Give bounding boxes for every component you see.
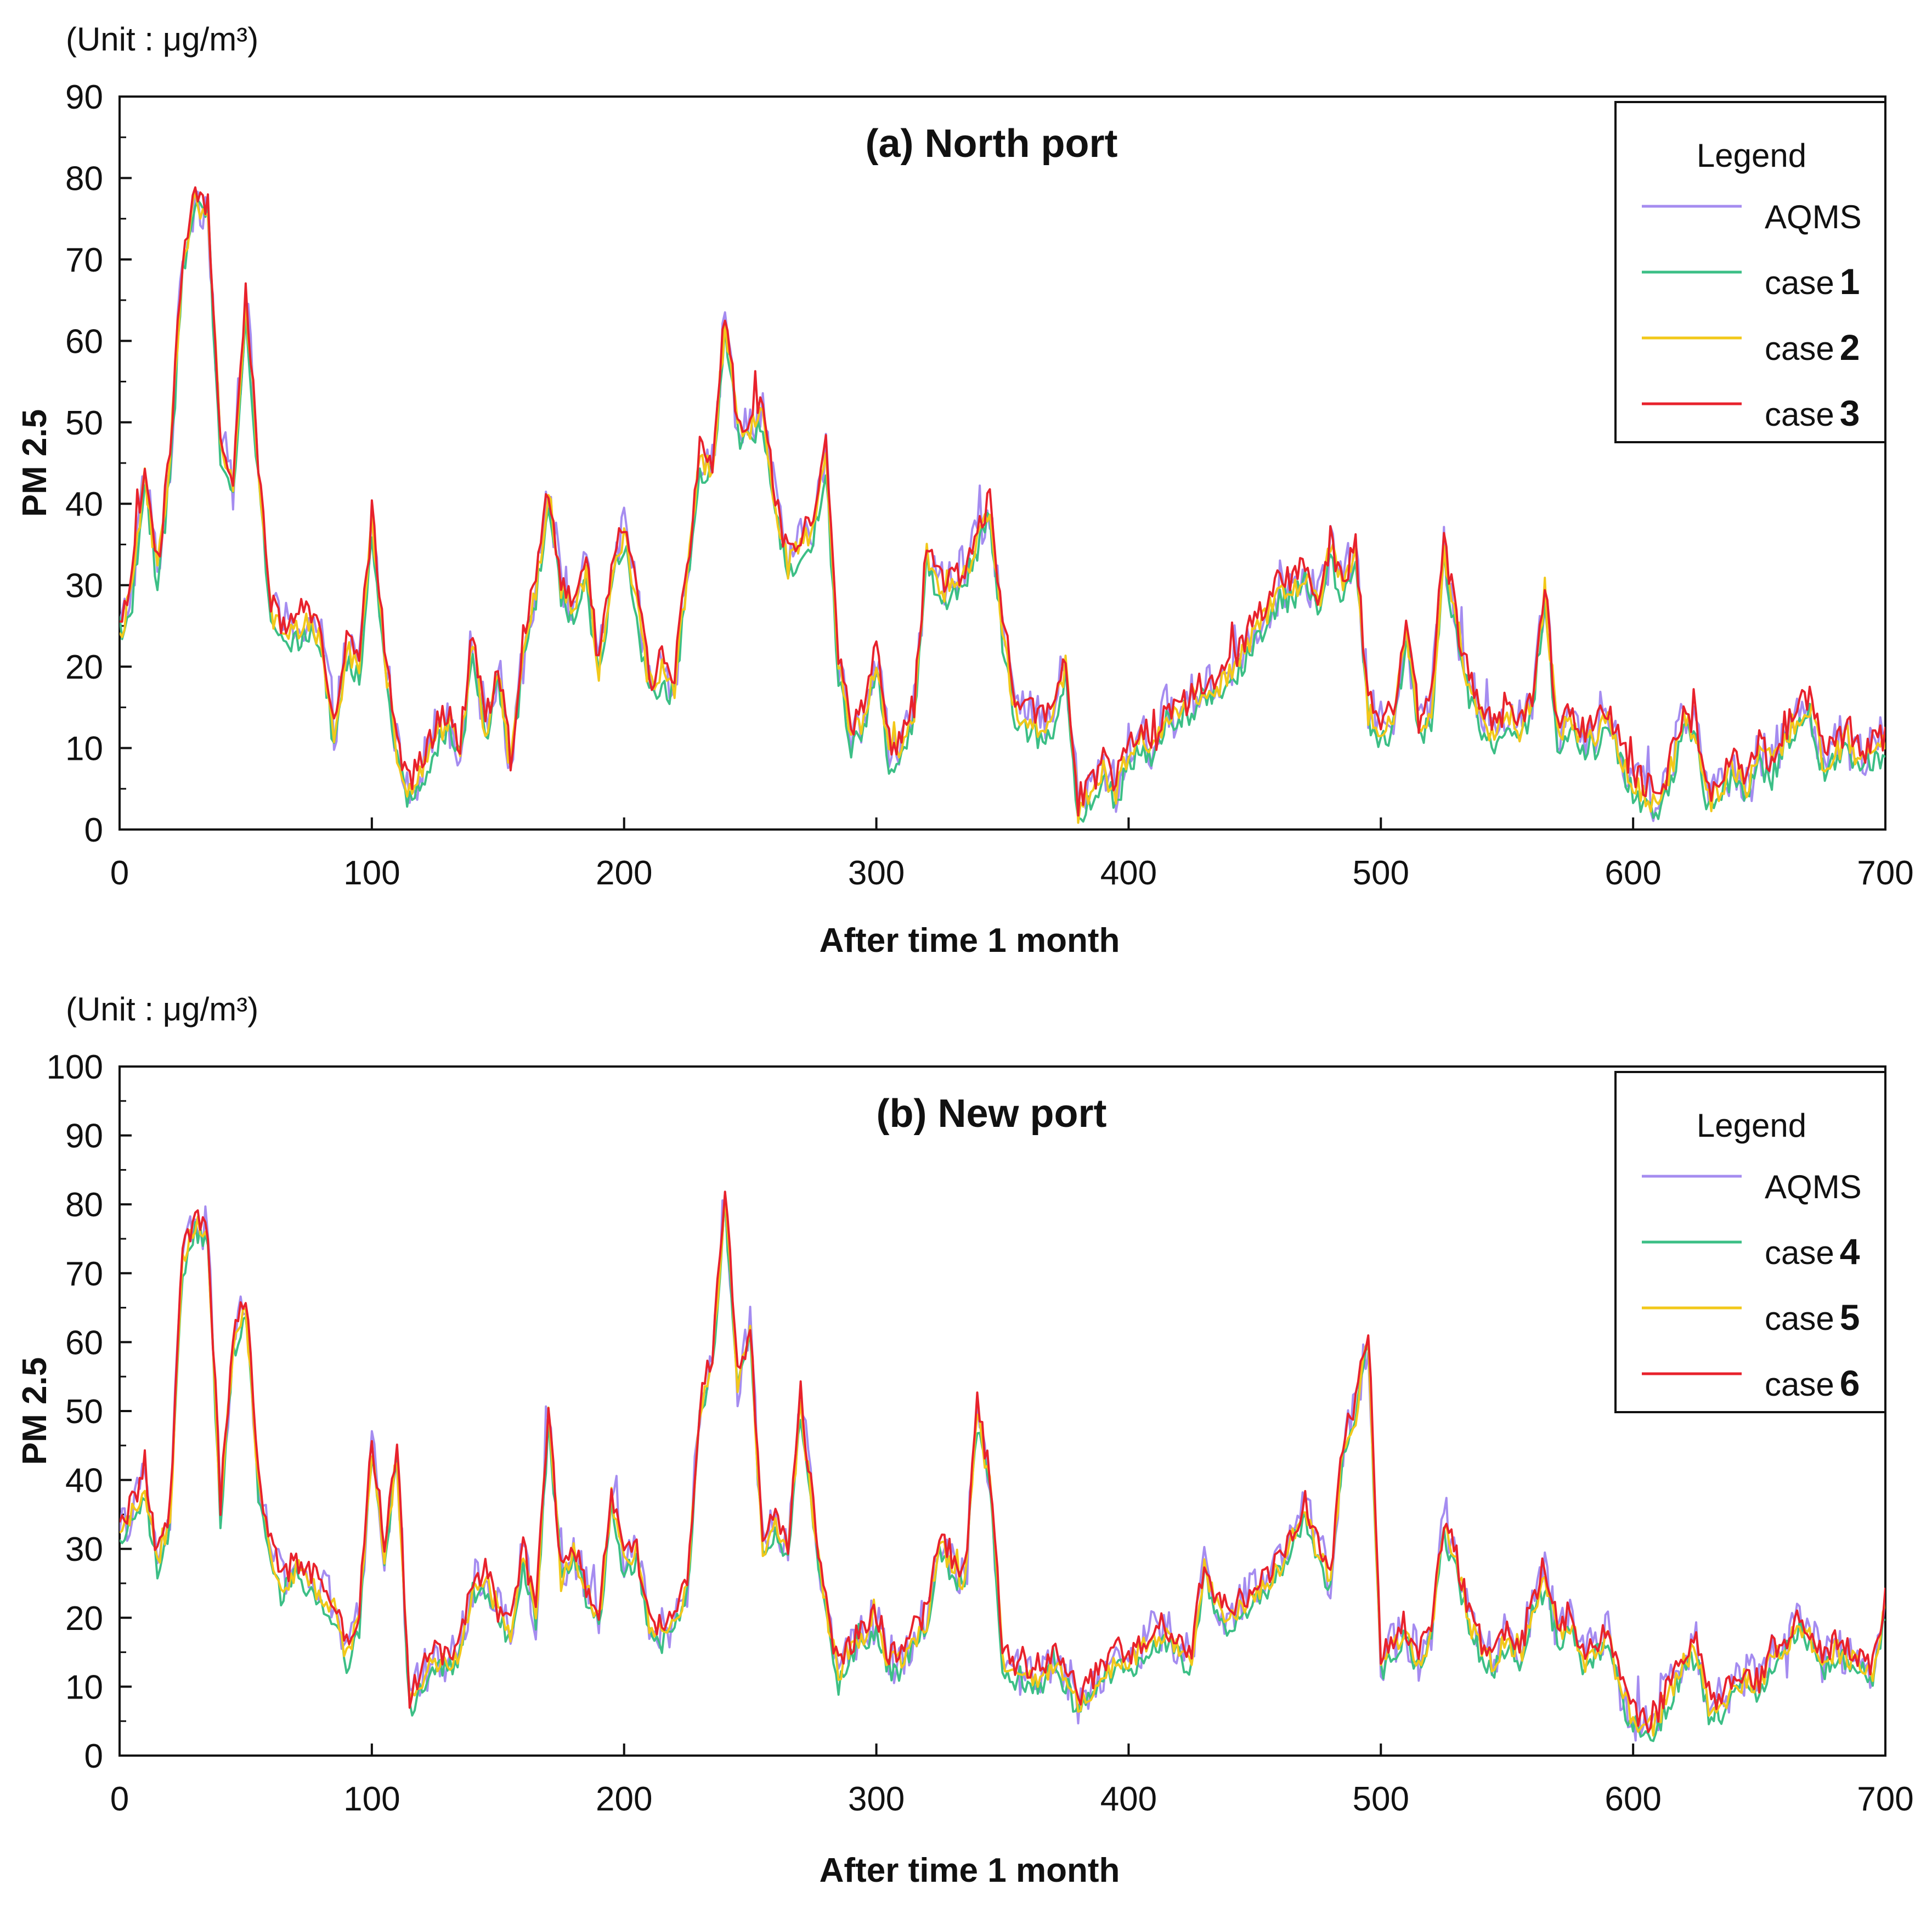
plot-frame	[118, 95, 1886, 831]
y-tick-label: 0	[84, 811, 103, 849]
series-line-case-3	[120, 186, 1885, 817]
x-axis-title: After time 1 month	[820, 922, 1120, 960]
y-tick-label: 80	[65, 160, 103, 198]
y-tick-label: 20	[65, 1600, 103, 1638]
legend-entry-label: case 2	[1765, 327, 1860, 368]
legend-entry-number: 6	[1840, 1363, 1860, 1403]
y-tick-label: 70	[65, 241, 103, 279]
y-axis-title: PM 2.5	[16, 409, 54, 517]
series-line-case-5	[120, 1193, 1885, 1737]
y-tick-label: 60	[65, 1324, 103, 1362]
legend-entry-prefix: case	[1765, 1300, 1834, 1337]
legend-entry-number: 1	[1840, 261, 1860, 302]
panel-title: (b) New port	[877, 1092, 1107, 1136]
x-tick-label: 0	[110, 1780, 129, 1818]
legend-entry-prefix: case	[1765, 330, 1834, 367]
y-tick-label: 100	[47, 1048, 103, 1086]
series-group	[120, 186, 1885, 824]
unit-label: (Unit : μg/m³)	[66, 21, 258, 58]
legend-entry-prefix: case	[1765, 1234, 1834, 1271]
y-tick-label: 20	[65, 648, 103, 686]
legend-entry-prefix: AQMS	[1765, 199, 1862, 235]
x-tick-label: 600	[1605, 854, 1661, 892]
legend-entry-prefix: case	[1765, 264, 1834, 301]
x-axis-title: After time 1 month	[820, 1852, 1120, 1889]
y-axis-title: PM 2.5	[16, 1357, 54, 1465]
legend-entry-label: case 5	[1765, 1297, 1860, 1338]
panel-title: (a) North port	[866, 122, 1118, 166]
y-tick-label: 50	[65, 1393, 103, 1431]
legend-title: Legend	[1697, 137, 1806, 174]
unit-label: (Unit : μg/m³)	[66, 991, 258, 1028]
y-tick-label: 40	[65, 1462, 103, 1500]
y-tick-label: 10	[65, 1668, 103, 1706]
y-tick-label: 0	[84, 1737, 103, 1775]
y-tick-label: 50	[65, 404, 103, 442]
y-tick-label: 90	[65, 1118, 103, 1155]
x-tick-label: 700	[1857, 854, 1913, 892]
x-tick-label: 0	[110, 854, 129, 892]
x-tick-label: 700	[1857, 1780, 1913, 1818]
legend-entry-label: AQMS	[1765, 1169, 1862, 1205]
x-tick-label: 400	[1100, 854, 1157, 892]
x-tick-label: 300	[848, 854, 905, 892]
y-tick-label: 80	[65, 1186, 103, 1224]
legend-entry-label: case 6	[1765, 1363, 1860, 1403]
legend-entry-label: AQMS	[1765, 199, 1862, 235]
y-tick-label: 60	[65, 323, 103, 360]
legend-entry-number: 2	[1840, 327, 1860, 368]
y-tick-label: 10	[65, 730, 103, 768]
y-tick-label: 40	[65, 486, 103, 523]
legend-box	[1614, 101, 1886, 443]
x-tick-label: 100	[343, 854, 400, 892]
legend-entry-label: case 3	[1765, 393, 1860, 433]
legend-entry-number: 4	[1840, 1231, 1860, 1272]
series-line-case-6	[120, 1191, 1885, 1734]
legend-entry-label: case 1	[1765, 261, 1860, 302]
series-line-case-4	[120, 1191, 1885, 1742]
x-tick-label: 500	[1353, 854, 1409, 892]
y-tick-label: 70	[65, 1255, 103, 1293]
legend-entry-number: 3	[1840, 393, 1860, 433]
legend-entry-prefix: AQMS	[1765, 1169, 1862, 1205]
x-tick-label: 100	[343, 1780, 400, 1818]
y-tick-label: 30	[65, 1531, 103, 1569]
x-tick-label: 400	[1100, 1780, 1157, 1818]
chart-panel-a: (Unit : μg/m³) 0 10 20 30 40 50 60 70 80 90 0 100 200…	[16, 21, 1914, 960]
x-tick-label: 300	[848, 1780, 905, 1818]
series-line-case-2	[120, 190, 1885, 824]
legend-entry-prefix: case	[1765, 1366, 1834, 1403]
y-tick-label: 90	[65, 78, 103, 116]
legend-entry-number: 5	[1840, 1297, 1860, 1338]
legend-entry-label: case 4	[1765, 1231, 1860, 1272]
legend-title: Legend	[1697, 1107, 1806, 1144]
chart-panel-b: (Unit : μg/m³) 0 10 20 30 40 50 60 70 80 90 100 0 100…	[16, 991, 1914, 1889]
legend-entry-prefix: case	[1765, 396, 1834, 433]
x-tick-label: 600	[1605, 1780, 1661, 1818]
x-tick-label: 200	[596, 1780, 652, 1818]
series-group	[120, 1191, 1885, 1742]
x-tick-label: 500	[1353, 1780, 1409, 1818]
y-tick-label: 30	[65, 567, 103, 605]
x-tick-label: 200	[596, 854, 652, 892]
